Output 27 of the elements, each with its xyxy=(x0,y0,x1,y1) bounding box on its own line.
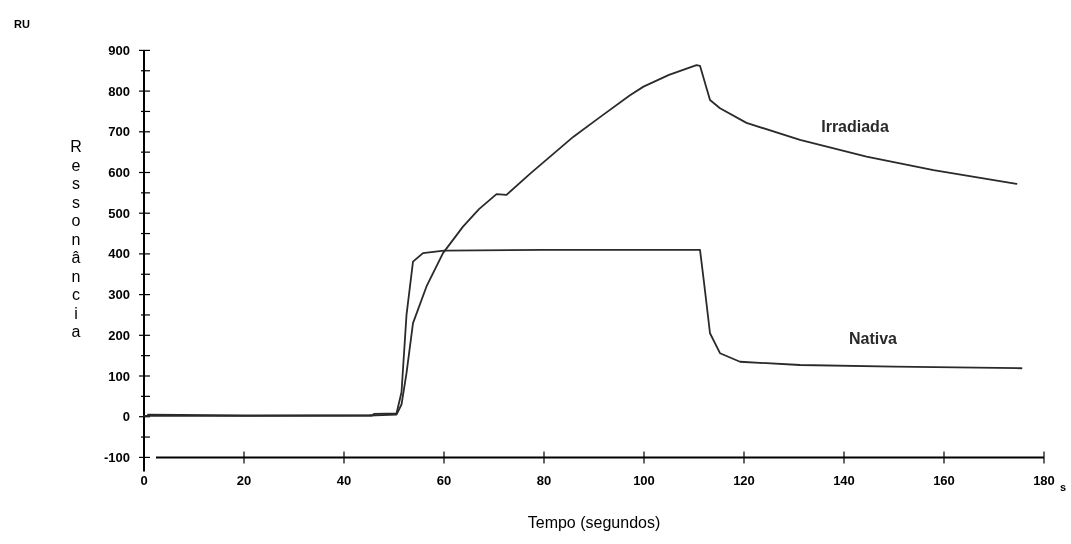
y-tick-label: 100 xyxy=(108,368,130,384)
y-tick-label: 500 xyxy=(108,205,130,221)
x-tick-label: 120 xyxy=(733,473,755,489)
y-tick-label: 800 xyxy=(108,83,130,99)
y-tick-label: 900 xyxy=(108,42,130,58)
y-tick-label: 400 xyxy=(108,246,130,262)
series-label: Irradiada xyxy=(821,117,889,135)
series-label: Nativa xyxy=(848,329,898,347)
y-tick-label: 300 xyxy=(108,287,130,303)
text: RU xyxy=(14,18,30,30)
x-tick-label: 80 xyxy=(536,473,552,489)
x-tick-label: 180 xyxy=(1033,473,1055,489)
y-tick-label: 600 xyxy=(108,165,130,181)
x-tick-label: 60 xyxy=(436,473,452,489)
x-tick-label: 100 xyxy=(633,473,655,489)
x-tick-label: 160 xyxy=(933,473,955,489)
x-axis-title: Tempo (segundos) xyxy=(527,514,661,531)
text: s xyxy=(1059,481,1066,494)
text: Ressonância xyxy=(70,138,82,340)
y-tick-label: 0 xyxy=(122,409,130,425)
y-tick-label: 700 xyxy=(108,124,130,140)
x-tick-label: 40 xyxy=(336,473,352,489)
y-tick-label: 200 xyxy=(108,327,130,343)
x-tick-label: 0 xyxy=(140,473,148,489)
x-tick-label: 20 xyxy=(236,473,252,489)
x-tick-label: 140 xyxy=(833,473,855,489)
y-tick-label: -100 xyxy=(103,449,130,465)
